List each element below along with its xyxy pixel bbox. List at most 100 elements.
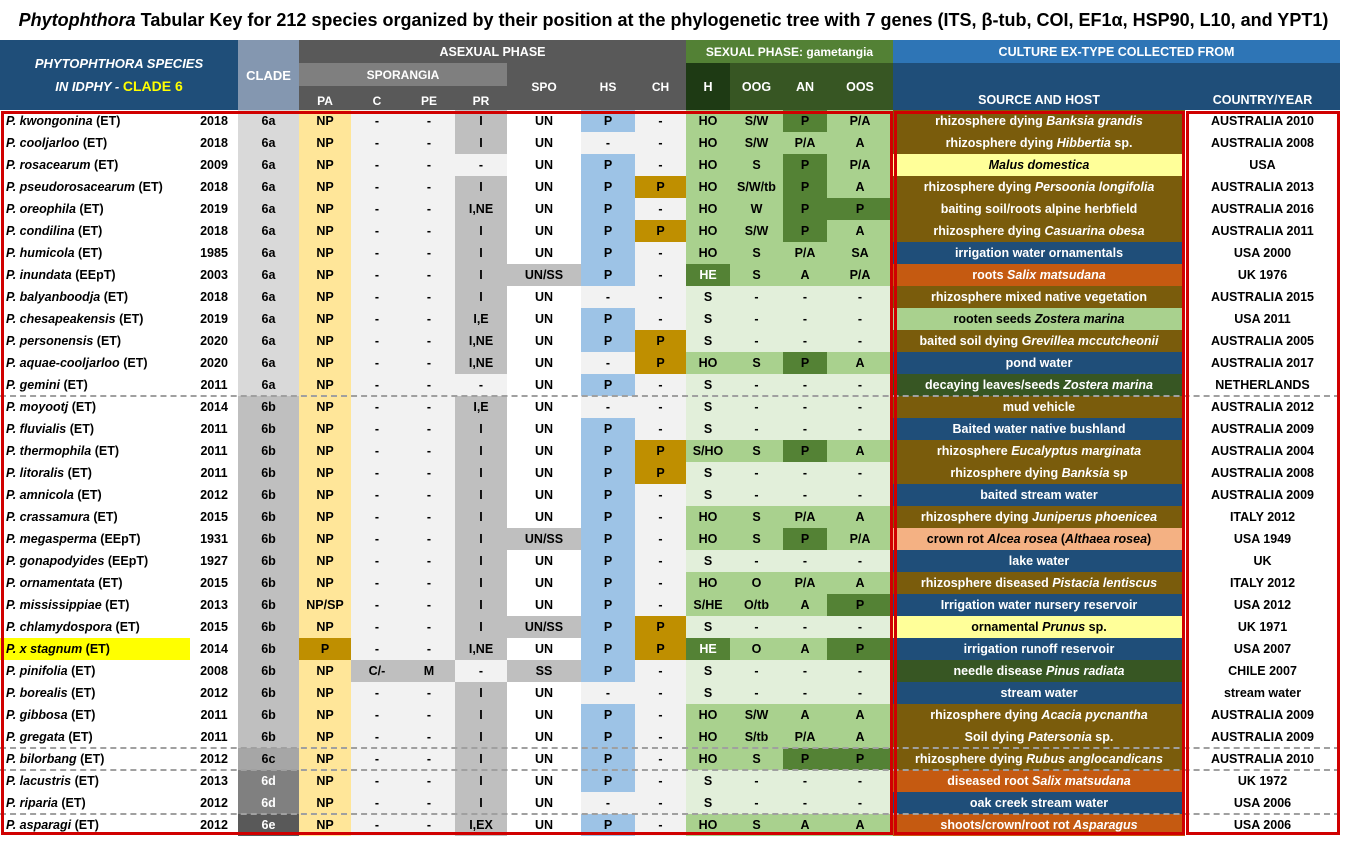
oog-cell: S [730, 748, 783, 770]
oog-cell: - [730, 286, 783, 308]
pe-cell: - [403, 748, 455, 770]
pa-cell: NP [299, 660, 351, 682]
an-cell: - [783, 308, 827, 330]
c-cell: - [351, 330, 403, 352]
ch-cell: - [635, 396, 686, 418]
c-cell: - [351, 176, 403, 198]
source-text: rhizosphere dying [920, 510, 1033, 524]
country-year-cell: AUSTRALIA 2009 [1185, 418, 1340, 440]
species-name: P. bilorbang (ET) [0, 748, 190, 770]
source-text: diseased root [947, 774, 1033, 788]
oog-cell: W [730, 198, 783, 220]
source-host-cell: baited soil dying Grevillea mccutcheonii [893, 330, 1185, 352]
spo-cell: UN [507, 726, 581, 748]
hs-cell: P [581, 440, 635, 462]
c-cell: - [351, 506, 403, 528]
source-text: oak creek stream water [969, 796, 1109, 810]
species-binomial: P. amnicola [6, 488, 74, 502]
h-cell: HO [686, 242, 730, 264]
species-name: P. oreophila (ET) [0, 198, 190, 220]
header-species-prefix: IN IDPHY - [55, 78, 123, 94]
hs-cell: P [581, 374, 635, 396]
pr-cell: I [455, 176, 507, 198]
clade-cell: 6b [238, 528, 299, 550]
host-name: Grevillea mccutcheonii [1021, 334, 1159, 348]
clade-cell: 6d [238, 792, 299, 814]
spo-cell: UN [507, 748, 581, 770]
spo-cell: UN [507, 506, 581, 528]
oos-cell: A [827, 440, 893, 462]
type-designation: (ET) [96, 334, 122, 348]
title-text: Tabular Key for 212 species organized by… [135, 10, 1329, 30]
ch-cell: - [635, 572, 686, 594]
spo-cell: UN [507, 220, 581, 242]
oog-cell: - [730, 550, 783, 572]
hs-cell: P [581, 198, 635, 220]
species-name: P. cooljarloo (ET) [0, 132, 190, 154]
spo-cell: UN [507, 770, 581, 792]
ch-cell: P [635, 352, 686, 374]
c-cell: - [351, 682, 403, 704]
pe-cell: - [403, 528, 455, 550]
pr-cell: I [455, 572, 507, 594]
spo-cell: UN [507, 242, 581, 264]
h-cell: HO [686, 198, 730, 220]
pe-cell: - [403, 792, 455, 814]
source-host-cell: shoots/crown/root rot Asparagus [893, 814, 1185, 836]
an-cell: P [783, 154, 827, 176]
spo-cell: UN [507, 462, 581, 484]
country-year-cell: USA 2011 [1185, 308, 1340, 330]
year-cell: 2018 [190, 176, 238, 198]
pa-cell: NP [299, 682, 351, 704]
an-cell: A [783, 704, 827, 726]
source-host-cell: crown rot Alcea rosea (Althaea rosea) [893, 528, 1185, 550]
host-name: Pinus radiata [1045, 664, 1125, 678]
source-text: ornamental [971, 620, 1043, 634]
source-text: rooten seeds [953, 312, 1035, 326]
spo-cell: UN [507, 110, 581, 132]
c-cell: C/- [351, 660, 403, 682]
clade-cell: 6b [238, 396, 299, 418]
year-cell: 1927 [190, 550, 238, 572]
c-cell: - [351, 704, 403, 726]
species-name: P. pinifolia (ET) [0, 660, 190, 682]
type-designation: (ET) [94, 444, 120, 458]
country-year-cell: AUSTRALIA 2016 [1185, 198, 1340, 220]
pa-cell: NP [299, 572, 351, 594]
an-cell: P [783, 198, 827, 220]
spo-cell: UN [507, 594, 581, 616]
spo-cell: UN [507, 198, 581, 220]
oog-cell: S [730, 814, 783, 836]
ch-cell: - [635, 770, 686, 792]
an-cell: - [783, 770, 827, 792]
source-host-cell: pond water [893, 352, 1185, 374]
spo-cell: UN [507, 792, 581, 814]
source-text: stream water [1000, 686, 1078, 700]
source-host-cell: decaying leaves/seeds Zostera marina [893, 374, 1185, 396]
c-cell: - [351, 616, 403, 638]
source-text: lake water [1008, 554, 1070, 568]
title-genus: Phytophthora [18, 10, 136, 30]
type-designation: (EEpT) [100, 532, 141, 546]
source-host-cell: Malus domestica [893, 154, 1185, 176]
type-designation: (ET) [103, 290, 129, 304]
source-text: roots [972, 268, 1008, 282]
pr-cell: I [455, 770, 507, 792]
source-host-cell: stream water [893, 682, 1185, 704]
pr-cell: I [455, 264, 507, 286]
table-row: P. cooljarloo (ET) 2018 6a NP - - I UN - - HO S/W P/… [0, 132, 1347, 154]
oog-cell: S/W [730, 110, 783, 132]
hs-cell: P [581, 308, 635, 330]
col-h: H [686, 63, 730, 110]
pe-cell: - [403, 154, 455, 176]
h-cell: S [686, 770, 730, 792]
species-binomial: P. inundata [6, 268, 72, 282]
spo-cell: UN [507, 396, 581, 418]
source-text: rhizosphere diseased [920, 576, 1053, 590]
year-cell: 2012 [190, 484, 238, 506]
ch-cell: P [635, 462, 686, 484]
col-pe: PE [403, 86, 455, 110]
h-cell: S [686, 418, 730, 440]
clade-cell: 6b [238, 550, 299, 572]
